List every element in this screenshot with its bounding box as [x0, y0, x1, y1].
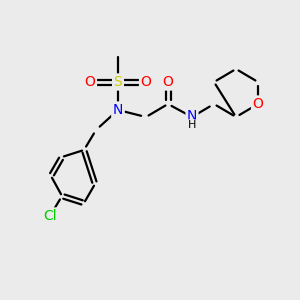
Text: S: S [114, 75, 122, 89]
Text: O: O [141, 75, 152, 89]
Text: O: O [85, 75, 95, 89]
Text: N: N [187, 109, 197, 123]
Text: O: O [163, 75, 173, 89]
Text: O: O [253, 97, 263, 111]
Text: Cl: Cl [43, 209, 57, 223]
Text: N: N [113, 103, 123, 117]
Text: H: H [188, 120, 196, 130]
